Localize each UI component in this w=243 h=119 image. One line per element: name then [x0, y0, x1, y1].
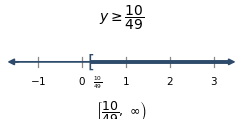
Text: $2$: $2$ [166, 75, 174, 87]
Text: $[$: $[$ [87, 52, 95, 72]
Text: $y \geq \dfrac{10}{49}$: $y \geq \dfrac{10}{49}$ [99, 4, 144, 32]
Text: $3$: $3$ [210, 75, 218, 87]
Text: $1$: $1$ [122, 75, 130, 87]
Text: $\left[\dfrac{10}{49},\ \infty\right)$: $\left[\dfrac{10}{49},\ \infty\right)$ [96, 99, 147, 119]
Text: $-1$: $-1$ [30, 75, 46, 87]
Text: $0$: $0$ [78, 75, 86, 87]
Text: $\frac{10}{49}$: $\frac{10}{49}$ [93, 75, 103, 91]
